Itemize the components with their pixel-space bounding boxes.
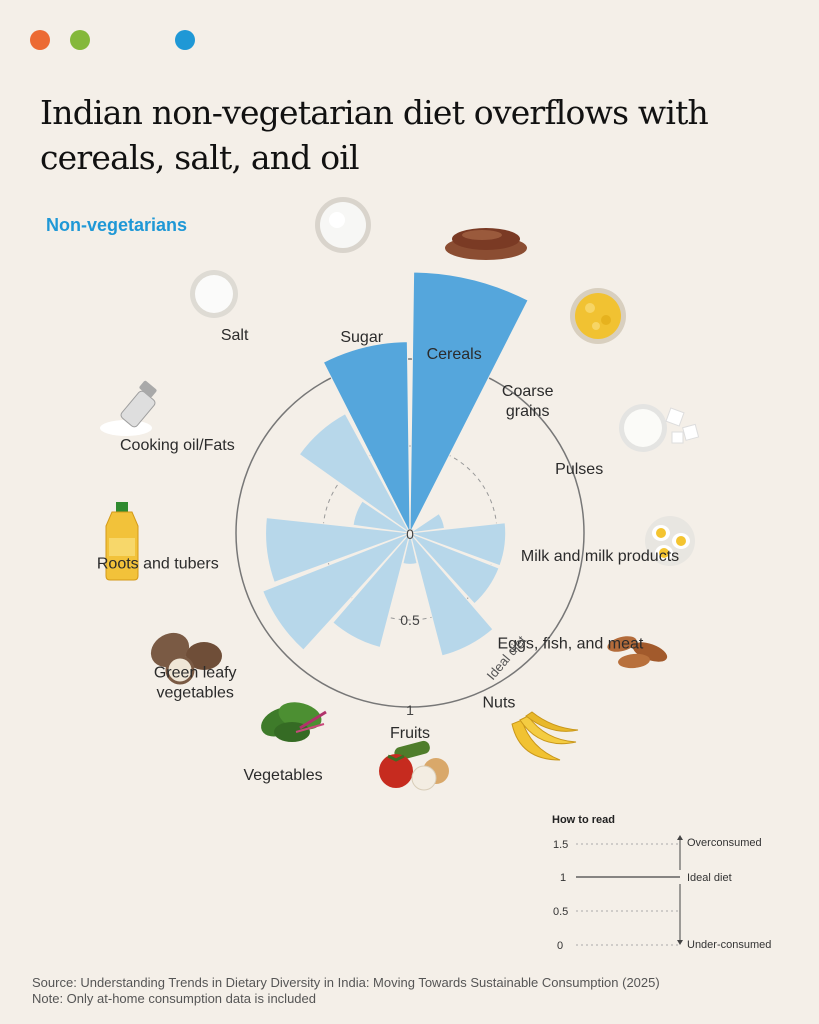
- chart-bars: [262, 271, 529, 657]
- ideal-ring: [235, 358, 585, 708]
- bar-green-leafy-vegetables: [262, 532, 411, 651]
- bar-sugar: [322, 341, 411, 534]
- arrow-down-icon: [677, 940, 683, 945]
- tick-label-2: 1: [406, 702, 414, 718]
- how-label-ideal: Ideal diet: [687, 872, 732, 884]
- category-label: Fruits: [390, 725, 430, 742]
- category-label: Cereals: [427, 346, 482, 363]
- pulses-bowl-icon: [570, 288, 626, 344]
- bar-salt: [298, 413, 411, 534]
- window-dots: [30, 30, 210, 52]
- page-title: Indian non-vegetarian diet overflows wit…: [40, 93, 709, 177]
- note-text: Note: Only at-home consumption data is i…: [32, 991, 316, 1006]
- bar-vegetables: [332, 532, 411, 649]
- category-label: Nuts: [482, 694, 515, 711]
- category-label: Coarse grains: [502, 383, 554, 420]
- leafy-greens-icon: [261, 702, 327, 742]
- how-to-read-title: How to read: [552, 814, 615, 826]
- how-tick-1: 1: [560, 872, 566, 884]
- bar-eggs-fish-and-meat: [409, 532, 500, 605]
- bananas-icon: [511, 711, 579, 761]
- milk-glass-icon: [619, 404, 700, 452]
- green-dot: [70, 30, 90, 50]
- category-label: Cooking oil/Fats: [120, 437, 235, 454]
- category-label: Vegetables: [243, 767, 322, 784]
- sugar-bowl-icon: [190, 270, 238, 318]
- salt-shaker-icon: [100, 380, 157, 436]
- tick-label-1: 0.5: [400, 612, 420, 628]
- oil-bottle-icon: [105, 502, 139, 581]
- bar-milk-and-milk-products: [409, 522, 507, 567]
- category-label: Roots and tubers: [97, 556, 219, 573]
- how-tick-0: 0: [557, 940, 563, 952]
- category-label: Milk and milk products: [521, 548, 679, 565]
- bar-fruits: [402, 532, 418, 565]
- how-tick-1-5: 1.5: [553, 839, 568, 851]
- blue-dot: [175, 30, 195, 50]
- how-label-over: Overconsumed: [687, 837, 762, 849]
- coarse-grains-bowl-icon: [445, 228, 527, 260]
- bar-roots-and-tubers: [265, 517, 411, 583]
- how-label-under: Under-consumed: [687, 939, 771, 951]
- radial-bar-chart: Cereals Coarse grains Pulses Milk and milk p…: [97, 197, 700, 791]
- arrow-up-icon: [677, 835, 683, 840]
- how-to-read-legend: How to read 1.5 1 0.5 0 Overconsumed Ide…: [552, 814, 771, 952]
- bar-nuts: [409, 532, 494, 657]
- eggs-plate-icon: [645, 516, 695, 566]
- category-label: Sugar: [340, 329, 383, 346]
- category-label: Eggs, fish, and meat: [497, 636, 643, 653]
- category-label: Salt: [221, 327, 249, 344]
- chart-subtitle: Non-vegetarians: [46, 215, 188, 235]
- bar-cooking-oil-fats: [352, 500, 411, 534]
- tick-label-0: 0: [406, 526, 414, 542]
- source-text: Source: Understanding Trends in Dietary …: [32, 975, 660, 990]
- how-tick-0-5: 0.5: [553, 906, 568, 918]
- cereals-bowl-icon: [315, 197, 371, 253]
- bar-pulses: [409, 512, 446, 534]
- roots-tubers-icon: [150, 632, 222, 685]
- category-labels: Cereals Coarse grains Pulses Milk and milk p…: [97, 327, 679, 784]
- vegetables-icon: [379, 740, 449, 791]
- orange-dot: [30, 30, 50, 50]
- category-icons: [100, 197, 700, 791]
- category-label: Pulses: [555, 461, 603, 478]
- almonds-icon: [607, 636, 668, 669]
- bar-cereals: [409, 271, 529, 534]
- source-note: Source: Understanding Trends in Dietary …: [32, 975, 792, 1007]
- category-label: Green leafy vegetables: [154, 664, 237, 701]
